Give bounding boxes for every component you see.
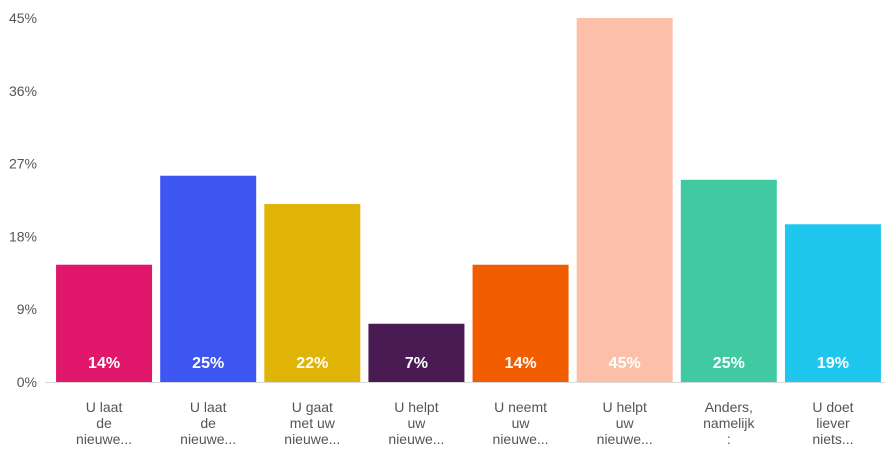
y-tick-label: 18% — [9, 228, 37, 244]
x-tick-label: namelijk — [703, 415, 755, 431]
x-tick-label: nieuwe... — [180, 431, 236, 447]
x-tick-label: nieuwe... — [493, 431, 549, 447]
x-tick-label: nieuwe... — [597, 431, 653, 447]
bar-value-label: 7% — [405, 355, 428, 372]
y-axis: 0% 9% 18% 27% 36% 45% — [9, 10, 37, 390]
bar — [56, 264, 153, 382]
bar-value-label: 45% — [609, 355, 641, 372]
x-tick-label: U laat — [86, 399, 123, 415]
bar — [472, 264, 569, 382]
x-tick-label: U laat — [190, 399, 227, 415]
x-tick-label: U neemt — [494, 399, 547, 415]
bar — [784, 224, 881, 382]
x-tick-label: nieuwe... — [388, 431, 444, 447]
bar-value-label: 19% — [817, 355, 849, 372]
y-tick-label: 45% — [9, 10, 37, 26]
bar — [160, 175, 257, 382]
bar — [680, 179, 777, 382]
x-tick-label: met uw — [290, 415, 336, 431]
y-tick-label: 36% — [9, 83, 37, 99]
bar — [576, 18, 673, 382]
x-tick-label: niets... — [812, 431, 853, 447]
bar-value-label: 25% — [713, 355, 745, 372]
x-tick-label: liever — [816, 415, 850, 431]
x-tick-label: U doet — [812, 399, 853, 415]
bars: 14% 25% 22% 7% 14% 45% 25% 19% — [56, 18, 881, 382]
y-tick-label: 9% — [17, 301, 37, 317]
x-tick-label: U gaat — [292, 399, 333, 415]
bar-value-label: 22% — [296, 355, 328, 372]
x-tick-label: U helpt — [394, 399, 438, 415]
bar — [264, 204, 361, 382]
bar — [368, 323, 465, 382]
x-tick-label: de — [96, 415, 112, 431]
x-tick-label: nieuwe... — [284, 431, 340, 447]
x-tick-label: nieuwe... — [76, 431, 132, 447]
x-tick-label: Anders, — [705, 399, 753, 415]
x-tick-label: de — [200, 415, 216, 431]
y-tick-label: 27% — [9, 156, 37, 172]
bar-value-label: 14% — [88, 355, 120, 372]
x-tick-label: uw — [512, 415, 531, 431]
y-tick-label: 0% — [17, 374, 37, 390]
x-tick-label: : — [727, 431, 731, 447]
x-tick-label: U helpt — [603, 399, 647, 415]
bar-value-label: 25% — [192, 355, 224, 372]
bar-value-label: 14% — [505, 355, 537, 372]
x-tick-label: uw — [407, 415, 426, 431]
x-tick-label: uw — [616, 415, 635, 431]
